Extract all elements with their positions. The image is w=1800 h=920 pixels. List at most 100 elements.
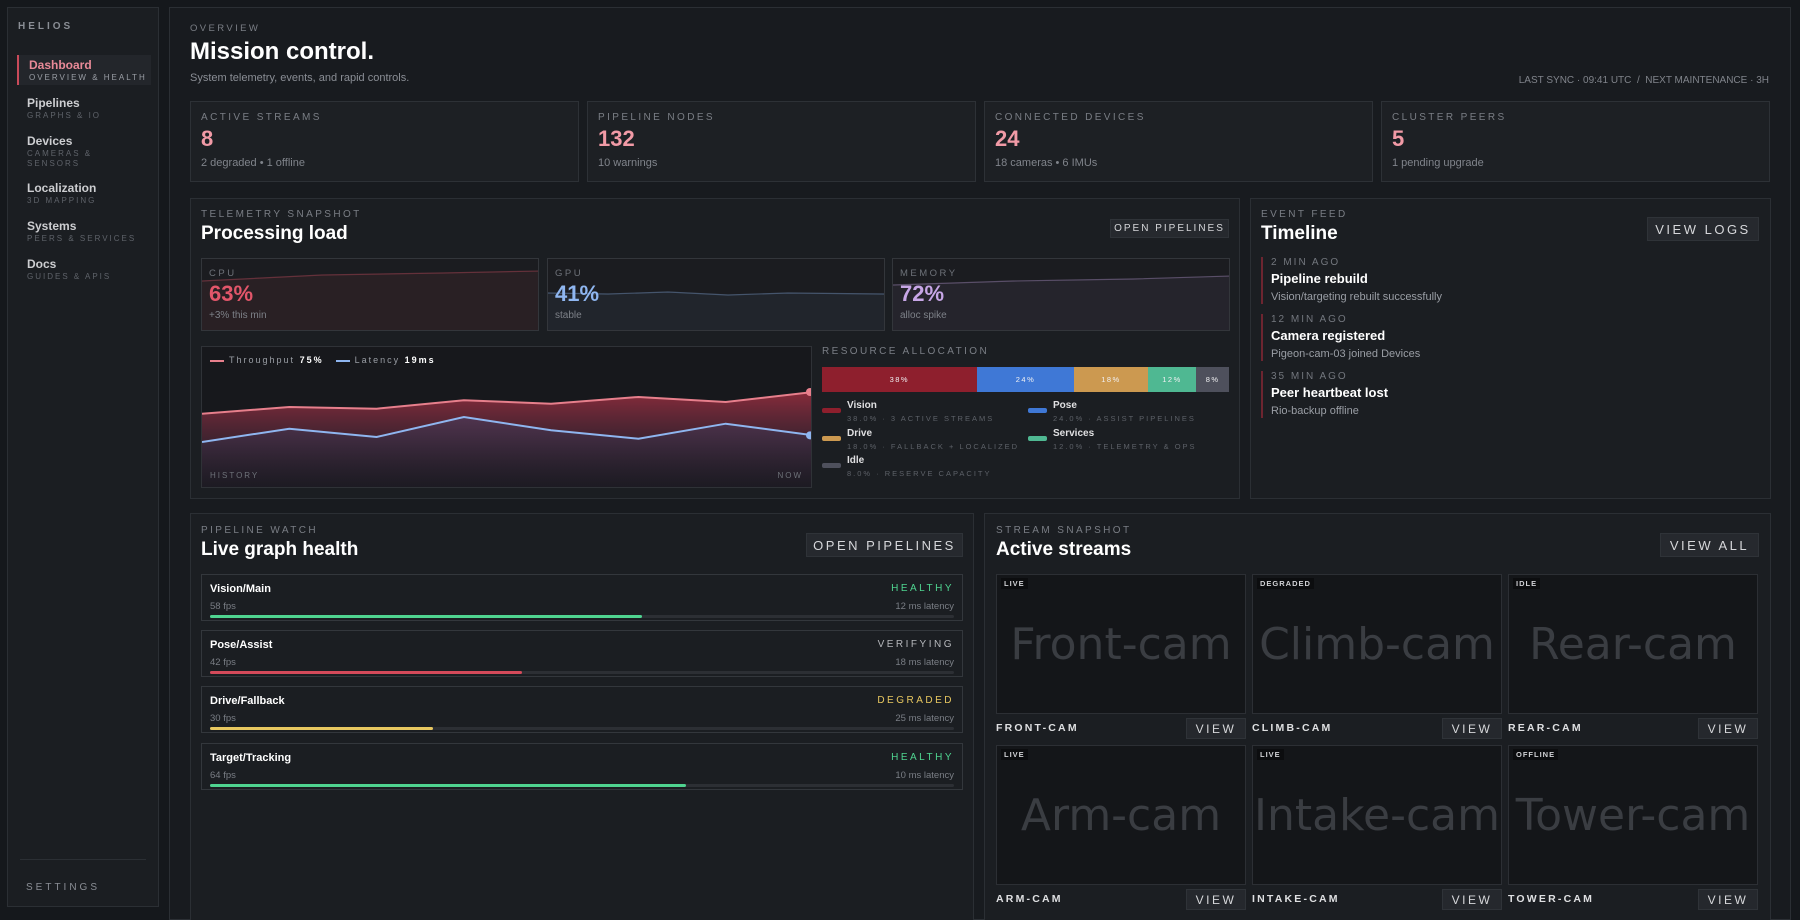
chart-x-end: NOW: [777, 471, 803, 480]
pipeline-watch-eyebrow: PIPELINE WATCH: [201, 525, 318, 536]
resource-segment: 18%: [1074, 367, 1148, 392]
stream-view-button[interactable]: VIEW: [1186, 718, 1246, 739]
pipeline-latency: 12 ms latency: [895, 601, 954, 612]
gpu-sparkline: [548, 291, 884, 330]
legend-throughput: Throughput 75%: [210, 355, 324, 365]
event-item[interactable]: 2 MIN AGO Pipeline rebuild Vision/target…: [1261, 257, 1741, 304]
pipeline-progress-fill: [210, 671, 523, 674]
legend-swatch: [822, 408, 841, 413]
legend-value: 75%: [299, 355, 324, 365]
sidebar-item-label: Docs: [27, 257, 57, 271]
stream-label: CLIMB-CAM: [1252, 722, 1333, 734]
cpu-sparkline: [202, 270, 538, 330]
pipeline-name: Pose/Assist: [210, 639, 273, 651]
stat-label: CONNECTED DEVICES: [995, 112, 1146, 123]
memory-sparkline: [893, 275, 1229, 330]
page-eyebrow: OVERVIEW: [190, 23, 261, 34]
sidebar-item-label: Localization: [27, 181, 97, 195]
stream-view-button[interactable]: VIEW: [1186, 889, 1246, 910]
pipeline-progress-fill: [210, 615, 642, 618]
pipeline-name: Drive/Fallback: [210, 695, 285, 707]
stream-status-badge: LIVE: [1257, 749, 1284, 760]
event-title: Pipeline rebuild: [1271, 271, 1368, 286]
pipeline-fps: 58 fps: [210, 601, 236, 612]
pipeline-status: HEALTHY: [891, 583, 954, 594]
legend-name: Services: [1053, 428, 1095, 439]
event-time: 12 MIN AGO: [1271, 314, 1348, 325]
settings-link[interactable]: SETTINGS: [26, 882, 101, 893]
stream-preview[interactable]: Arm-cam LIVE: [996, 745, 1246, 885]
stat-desc: 2 degraded • 1 offline: [201, 157, 305, 169]
stream-view-button[interactable]: VIEW: [1442, 889, 1502, 910]
view-logs-button[interactable]: VIEW LOGS: [1647, 217, 1759, 241]
stream-preview-text: Front-cam: [1010, 618, 1232, 670]
stream-preview-text: Arm-cam: [1020, 789, 1222, 841]
stat-value: 5: [1392, 126, 1405, 151]
sync-status: LAST SYNC · 09:41 UTC / NEXT MAINTENANCE…: [1518, 75, 1769, 86]
stream-view-button[interactable]: VIEW: [1442, 718, 1502, 739]
sidebar-item-systems[interactable]: Systems PEERS & SERVICES: [17, 216, 151, 246]
legend-latency: Latency 19ms: [335, 355, 436, 365]
resource-segment: 12%: [1147, 367, 1197, 392]
event-item[interactable]: 35 MIN AGO Peer heartbeat lost Rio-backu…: [1261, 371, 1741, 418]
stat-card-active-streams: ACTIVE STREAMS 8 2 degraded • 1 offline: [190, 101, 579, 182]
pipeline-row[interactable]: Pose/Assist VERIFYING 42 fps 18 ms latency: [201, 630, 963, 677]
chart-x-start: HISTORY: [210, 471, 260, 480]
event-item[interactable]: 12 MIN AGO Camera registered Pigeon-cam-…: [1261, 314, 1741, 361]
stream-status-badge: DEGRADED: [1257, 578, 1314, 589]
pipeline-row[interactable]: Target/Tracking HEALTHY 64 fps 10 ms latenc…: [201, 743, 963, 790]
pipeline-row[interactable]: Drive/Fallback DEGRADED 30 fps 25 ms latenc…: [201, 686, 963, 733]
sidebar-item-label: Pipelines: [27, 96, 80, 110]
pipeline-progress-track: [210, 727, 954, 730]
stream-preview[interactable]: Tower-cam OFFLINE: [1508, 745, 1758, 885]
view-all-button[interactable]: VIEW ALL: [1660, 533, 1759, 557]
legend-detail: 24.0% · ASSIST PIPELINES: [1053, 414, 1196, 423]
stream-status-badge: OFFLINE: [1513, 749, 1559, 760]
sidebar-item-devices[interactable]: Devices CAMERAS & SENSORS: [17, 131, 151, 173]
pipeline-status: DEGRADED: [877, 695, 954, 706]
open-pipelines-button[interactable]: OPEN PIPELINES: [1110, 219, 1229, 238]
stream-view-button[interactable]: VIEW: [1698, 889, 1758, 910]
sidebar-item-localization[interactable]: Localization 3D MAPPING: [17, 178, 151, 208]
pipeline-name: Vision/Main: [210, 583, 271, 595]
pipeline-row[interactable]: Vision/Main HEALTHY 58 fps 12 ms latency: [201, 574, 963, 621]
sidebar-item-dashboard[interactable]: Dashboard OVERVIEW & HEALTH: [17, 55, 151, 85]
sidebar-item-sub: PEERS & SERVICES: [27, 234, 137, 243]
open-pipelines-button[interactable]: OPEN PIPELINES: [806, 533, 963, 557]
stat-value: 8: [201, 126, 214, 151]
pipeline-progress-track: [210, 784, 954, 787]
stream-preview[interactable]: Rear-cam IDLE: [1508, 574, 1758, 714]
stream-preview[interactable]: Intake-cam LIVE: [1252, 745, 1502, 885]
legend-swatch: [822, 436, 841, 441]
legend-name: Pose: [1053, 400, 1077, 411]
event-title: Camera registered: [1271, 328, 1386, 343]
pipeline-progress-fill: [210, 784, 687, 787]
stream-preview[interactable]: Climb-cam DEGRADED: [1252, 574, 1502, 714]
stat-label: CLUSTER PEERS: [1392, 112, 1507, 123]
series-endpoint-latency: [806, 431, 811, 440]
metric-label: CPU: [209, 268, 237, 279]
stream-label: ARM-CAM: [996, 893, 1063, 905]
stream-preview-text: Intake-cam: [1254, 789, 1500, 841]
sidebar-item-docs[interactable]: Docs GUIDES & APIS: [17, 254, 151, 284]
stream-preview-text: Rear-cam: [1529, 618, 1737, 670]
metric-note: +3% this min: [209, 310, 267, 321]
throughput-chart: Throughput 75% Latency 19ms HISTORY NOW: [201, 346, 812, 488]
metric-note: stable: [555, 310, 582, 321]
stream-preview-text: Tower-cam: [1515, 789, 1751, 841]
stat-desc: 18 cameras • 6 IMUs: [995, 157, 1098, 169]
pipeline-latency: 18 ms latency: [895, 657, 954, 668]
event-feed-panel: [1250, 198, 1771, 499]
metric-label: GPU: [555, 268, 584, 279]
page-subtitle: System telemetry, events, and rapid cont…: [190, 72, 410, 84]
stream-preview[interactable]: Front-cam LIVE: [996, 574, 1246, 714]
resource-bar: 38% 24% 18% 12% 8%: [822, 367, 1229, 392]
event-desc: Pigeon-cam-03 joined Devices: [1271, 348, 1421, 360]
legend-name: Drive: [847, 428, 873, 439]
legend-name: Idle: [847, 455, 865, 466]
sidebar-item-pipelines[interactable]: Pipelines GRAPHS & IO: [17, 93, 151, 123]
pipeline-status: HEALTHY: [891, 752, 954, 763]
stream-view-button[interactable]: VIEW: [1698, 718, 1758, 739]
sidebar-item-label: Systems: [27, 219, 77, 233]
stat-value: 132: [598, 126, 635, 151]
